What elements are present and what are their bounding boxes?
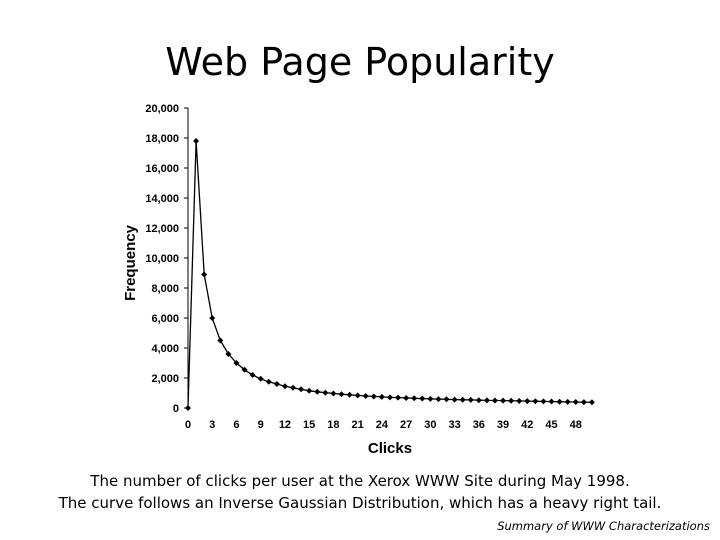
y-tick-label: 10,000 (145, 253, 179, 265)
data-point-marker (483, 397, 490, 404)
data-point-marker (475, 397, 482, 404)
data-point-marker (225, 351, 232, 357)
x-tick-label: 33 (448, 419, 460, 431)
data-point-marker (580, 399, 587, 406)
popularity-line-chart: 0 2,000 4,000 6,000 8,000 10,000 12,000 14,000 1… (122, 103, 595, 457)
data-point-marker (443, 396, 450, 403)
data-point-marker (298, 386, 305, 393)
data-point-marker (419, 395, 426, 402)
x-tick-label: 15 (303, 419, 315, 431)
data-point-marker (378, 393, 385, 400)
data-point-marker (532, 398, 539, 405)
data-point-marker (370, 393, 377, 400)
x-tick-label: 30 (424, 419, 436, 431)
slide-title: Web Page Popularity (165, 40, 555, 84)
x-tick-label: 21 (352, 419, 364, 431)
data-point-marker (386, 394, 393, 401)
data-point-marker (249, 372, 256, 378)
data-point-marker (362, 393, 369, 399)
x-axis-title: Clicks (368, 440, 412, 457)
x-tick-label: 9 (258, 419, 264, 431)
x-tick-label: 12 (279, 419, 291, 431)
caption-line-2: The curve follows an Inverse Gaussian Di… (58, 494, 662, 512)
data-point-marker (491, 397, 498, 404)
data-point-marker (201, 271, 208, 278)
y-tick-label: 14,000 (145, 193, 179, 205)
data-point-marker (273, 381, 280, 387)
source-citation: Summary of WWW Characterizations (497, 519, 710, 533)
y-axis-title: Frequency (122, 224, 139, 301)
y-tick-label: 8,000 (151, 283, 179, 295)
data-point-marker (354, 392, 361, 399)
data-point-marker (257, 375, 264, 382)
data-point-marker (265, 378, 272, 385)
data-point-marker (185, 405, 191, 411)
data-point-marker (427, 395, 434, 402)
x-tick-label: 36 (473, 419, 485, 431)
data-point-marker (556, 398, 563, 405)
data-point-marker (281, 383, 288, 390)
x-tick-label: 42 (521, 419, 533, 431)
data-point-marker (314, 388, 321, 395)
x-tick-label: 24 (376, 419, 389, 431)
x-tick-label: 27 (400, 419, 412, 431)
data-point-marker (411, 395, 418, 402)
data-point-marker (588, 399, 595, 406)
data-point-marker (459, 396, 466, 403)
y-tick-label: 18,000 (145, 133, 179, 145)
data-point-marker (435, 396, 442, 403)
data-point-marker (233, 360, 240, 366)
data-point-marker (403, 394, 410, 401)
x-tick-label: 0 (185, 419, 191, 431)
y-tick-label: 16,000 (145, 163, 179, 175)
data-point-marker (508, 397, 515, 404)
y-tick-label: 6,000 (151, 313, 179, 325)
x-tick-label: 45 (545, 419, 557, 431)
y-tick-label: 12,000 (145, 223, 179, 235)
data-point-marker (467, 396, 474, 403)
data-point-marker (540, 398, 547, 405)
data-point-marker (564, 398, 571, 405)
x-tick-label: 39 (497, 419, 509, 431)
x-tick-label: 6 (233, 419, 239, 431)
caption-line-1: The number of clicks per user at the Xer… (90, 472, 630, 490)
data-point-marker (524, 398, 531, 405)
y-tick-label: 2,000 (151, 373, 179, 385)
x-tick-label: 48 (570, 419, 582, 431)
y-tick-label: 20,000 (145, 103, 179, 115)
data-point-marker (451, 396, 458, 403)
data-point-marker (395, 394, 402, 401)
data-point-marker (290, 384, 297, 391)
data-point-marker (500, 397, 507, 404)
data-point-marker (572, 399, 579, 405)
data-point-marker (241, 366, 248, 373)
data-point-marker (217, 337, 224, 344)
data-point-marker (516, 397, 523, 404)
series-line (187, 140, 592, 409)
x-tick-label: 18 (327, 419, 339, 431)
data-point-marker (306, 387, 313, 394)
y-tick-label: 0 (173, 403, 179, 415)
data-point-marker (330, 390, 337, 397)
data-point-marker (322, 389, 329, 396)
data-point-marker (209, 315, 216, 321)
data-point-marker (548, 398, 555, 405)
y-tick-label: 4,000 (151, 343, 179, 355)
data-point-marker (346, 391, 353, 398)
x-tick-label: 3 (209, 419, 215, 431)
data-point-marker (338, 391, 345, 398)
data-point-marker (193, 138, 200, 144)
